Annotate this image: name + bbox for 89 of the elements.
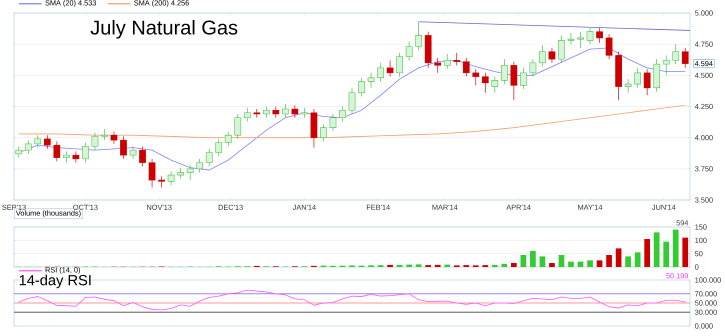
candlestick (92, 132, 98, 150)
candlestick (348, 87, 356, 114)
candlestick (377, 62, 384, 82)
bar (530, 251, 536, 267)
bar (644, 239, 650, 267)
candlestick (415, 21, 422, 51)
candlestick (368, 72, 374, 88)
candlestick (130, 146, 136, 160)
candlestick (272, 106, 280, 118)
bar (616, 248, 622, 267)
bar (416, 264, 422, 267)
bar (587, 260, 593, 267)
bar (578, 262, 584, 267)
candlestick (44, 134, 51, 150)
chart-title: 14-day RSI (20, 274, 91, 288)
candlestick (158, 176, 165, 188)
candlestick (358, 77, 365, 97)
candlestick (653, 58, 660, 92)
bar (682, 238, 688, 267)
candlestick (177, 167, 184, 180)
candlestick (63, 151, 70, 163)
candlestick (634, 68, 642, 88)
candlestick (558, 35, 565, 64)
bar (654, 232, 660, 267)
candlestick (644, 68, 651, 96)
bar (596, 260, 602, 267)
candlestick (139, 146, 146, 167)
candlestick (292, 104, 298, 118)
candlestick (120, 136, 127, 160)
bar (625, 256, 631, 267)
candlestick (662, 55, 670, 76)
chart-title: July Natural Gas (90, 20, 238, 39)
candlestick (330, 114, 336, 132)
candlestick (339, 106, 346, 122)
candlestick (482, 72, 489, 94)
candlestick (386, 60, 394, 77)
bar (501, 264, 508, 267)
bar (558, 255, 564, 267)
candlestick (596, 28, 603, 44)
candlestick (530, 58, 536, 77)
bar (568, 262, 574, 267)
candlestick (548, 48, 556, 64)
candlestick (168, 170, 174, 186)
candlestick (672, 44, 680, 64)
candlestick (539, 45, 546, 67)
bar (511, 263, 517, 267)
bar (549, 263, 555, 267)
candlestick (606, 34, 612, 60)
candlestick (206, 148, 213, 167)
candlestick (148, 158, 156, 188)
candlestick (453, 52, 460, 66)
candlestick (234, 114, 242, 140)
candlestick (682, 48, 689, 68)
bar (520, 255, 526, 267)
candlestick (15, 146, 22, 158)
candlestick (262, 106, 270, 118)
candlestick (224, 131, 232, 147)
candlestick (491, 76, 498, 94)
candlestick (586, 28, 594, 45)
candlestick (406, 41, 412, 61)
candlestick (624, 78, 632, 94)
candlestick (244, 107, 251, 122)
candlestick (282, 104, 289, 118)
candlestick (320, 124, 327, 142)
candlestick (577, 31, 584, 48)
candlestick (301, 107, 308, 118)
candlestick (34, 134, 42, 148)
candlestick (110, 131, 118, 144)
bar (672, 230, 679, 267)
candlestick (444, 54, 451, 70)
candlestick (462, 58, 470, 77)
candlestick (215, 138, 222, 157)
candlestick (24, 140, 32, 154)
candlestick (196, 158, 204, 173)
candlestick (396, 52, 403, 77)
candlestick (53, 141, 60, 162)
bar (634, 252, 640, 267)
bar (540, 256, 546, 267)
candlestick (186, 164, 194, 180)
candlestick (434, 58, 442, 74)
candlestick (500, 58, 508, 84)
candlestick (510, 61, 518, 101)
bar (606, 255, 612, 267)
bar (663, 242, 670, 267)
candlestick (568, 32, 574, 45)
candlestick (520, 68, 527, 90)
candlestick (82, 142, 89, 163)
candlestick (472, 68, 480, 86)
candlestick (72, 151, 80, 163)
